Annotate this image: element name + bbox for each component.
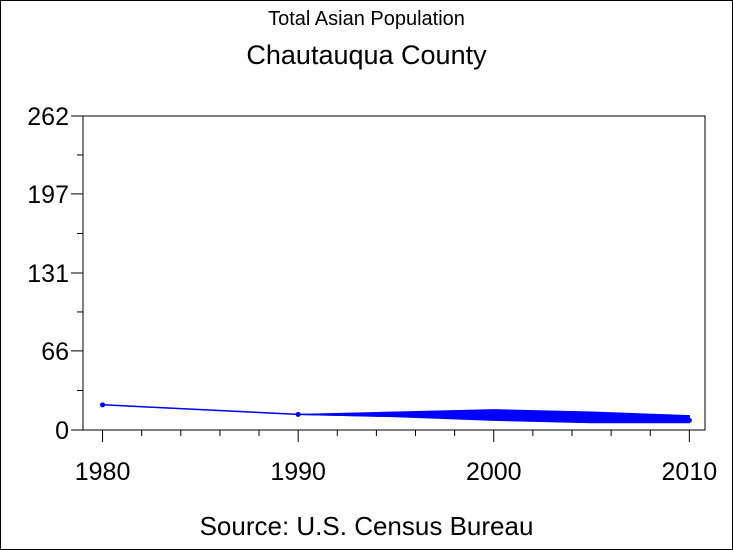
y-tick-label: 0 (55, 417, 69, 445)
data-point (100, 402, 106, 408)
y-axis: 0 66 131 197 262 (27, 103, 83, 445)
series-layer (100, 402, 692, 423)
chart-subtitle: Total Asian Population (268, 8, 465, 30)
x-tick-label: 1980 (75, 458, 131, 486)
x-axis: 1980 1990 2000 2010 (75, 430, 717, 486)
x-tick-label: 2000 (466, 458, 522, 486)
y-tick-label: 66 (41, 338, 69, 366)
data-point (686, 417, 692, 423)
source-note: Source: U.S. Census Bureau (199, 511, 534, 541)
y-tick-label: 262 (27, 103, 69, 131)
x-tick-label: 2010 (662, 458, 718, 486)
y-tick-label: 131 (27, 260, 69, 288)
data-point (295, 411, 301, 417)
plot-area (82, 115, 706, 431)
data-point (491, 415, 497, 421)
x-tick-label: 1990 (270, 458, 326, 486)
y-tick-label: 197 (27, 181, 69, 209)
series-line (102, 404, 690, 422)
chart-title: Chautauqua County (246, 40, 487, 70)
